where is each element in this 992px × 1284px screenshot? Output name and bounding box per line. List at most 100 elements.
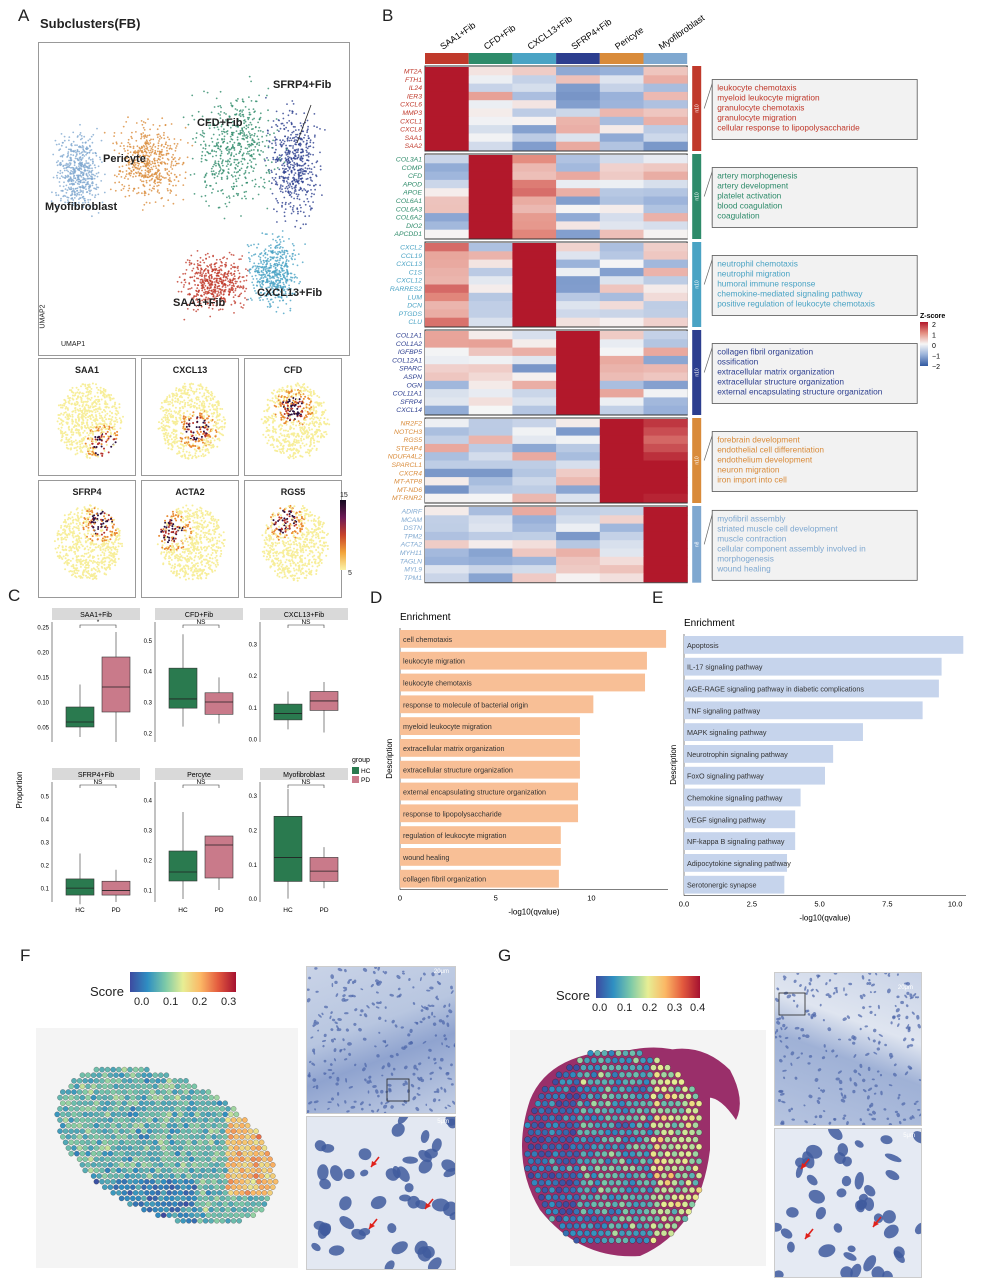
feature-point <box>65 446 68 449</box>
umap-point <box>70 153 72 156</box>
umap-point <box>201 275 203 277</box>
feature-point <box>81 442 84 445</box>
umap-point <box>77 168 79 171</box>
umap-point <box>246 140 249 143</box>
umap-point <box>282 162 285 165</box>
umap-point <box>197 110 200 113</box>
umap-point <box>248 145 251 148</box>
umap-point <box>263 250 266 252</box>
feature-point <box>93 395 96 398</box>
umap-point <box>82 202 84 204</box>
umap-point <box>60 189 63 192</box>
feature-point <box>69 396 71 399</box>
umap-point <box>55 143 58 146</box>
feature-point <box>273 389 275 392</box>
umap-point <box>239 131 242 134</box>
umap-point <box>267 87 270 90</box>
umap-point <box>203 288 206 291</box>
umap-point <box>247 298 250 301</box>
umap-point <box>255 163 257 166</box>
feature-point <box>298 414 301 417</box>
feature-point <box>166 416 169 419</box>
umap-point <box>203 269 206 272</box>
umap-point <box>303 173 306 175</box>
feature-point <box>192 422 195 424</box>
umap-point <box>137 191 140 194</box>
umap-point <box>236 285 239 288</box>
umap-point <box>275 138 278 141</box>
feature-point <box>70 430 73 433</box>
feature-point <box>192 443 195 446</box>
umap-point <box>83 155 86 157</box>
umap-point <box>228 281 231 284</box>
feature-point <box>71 418 74 421</box>
umap-point <box>271 146 273 149</box>
umap-point <box>60 163 63 166</box>
umap-point <box>294 181 297 183</box>
umap-point <box>152 124 155 126</box>
umap-point <box>197 304 200 307</box>
umap-point <box>261 135 263 138</box>
feature-point <box>284 429 287 432</box>
umap-point <box>245 279 248 282</box>
feature-point <box>213 439 216 442</box>
umap-point <box>203 277 206 279</box>
feature-point <box>96 410 99 413</box>
umap-point <box>79 138 82 141</box>
umap-point <box>136 156 139 159</box>
umap-point <box>306 129 309 132</box>
umap-point <box>52 153 55 156</box>
feature-point <box>68 399 71 402</box>
feature-point <box>116 430 119 433</box>
feature-point <box>172 416 174 419</box>
feature-point <box>214 435 217 438</box>
umap-point <box>132 190 135 192</box>
feature-point <box>295 424 298 427</box>
umap-point <box>217 269 219 272</box>
umap-point <box>217 272 220 274</box>
umap-point <box>291 112 294 114</box>
umap-point <box>142 180 145 183</box>
feature-point <box>282 395 285 398</box>
umap-point <box>270 298 273 301</box>
feature-point <box>214 424 217 427</box>
umap-point <box>248 270 251 273</box>
umap-point <box>158 173 161 176</box>
feature-point <box>319 403 322 405</box>
feature-point <box>93 409 96 411</box>
umap-point <box>258 265 261 268</box>
feature-point <box>87 384 89 386</box>
feature-point <box>87 452 90 455</box>
feature-point <box>167 400 169 403</box>
feature-point <box>308 423 311 426</box>
umap-point <box>292 176 295 179</box>
umap-point <box>204 147 207 150</box>
feature-point <box>86 421 89 424</box>
umap-point <box>89 184 91 187</box>
umap-point <box>275 148 277 151</box>
umap-point <box>259 253 262 255</box>
umap-point <box>296 133 299 136</box>
umap-point <box>266 262 268 265</box>
umap-point <box>284 292 287 295</box>
umap-point <box>171 156 173 159</box>
feature-point <box>323 436 326 438</box>
feature-point <box>82 431 85 434</box>
umap-point <box>75 155 77 158</box>
umap-point <box>284 271 287 274</box>
feature-point <box>170 416 172 419</box>
feature-point <box>178 402 181 405</box>
feature-point <box>114 420 117 423</box>
umap-point <box>308 152 310 154</box>
umap-point <box>304 170 307 172</box>
umap-point <box>56 174 58 177</box>
umap-point <box>287 129 290 132</box>
umap-point <box>299 168 301 171</box>
umap-point <box>228 150 230 152</box>
umap-point <box>205 200 208 203</box>
feature-point <box>187 428 190 431</box>
umap-point <box>266 271 268 274</box>
feature-point <box>215 415 218 418</box>
feature-point <box>202 441 204 444</box>
feature-point <box>217 437 220 440</box>
